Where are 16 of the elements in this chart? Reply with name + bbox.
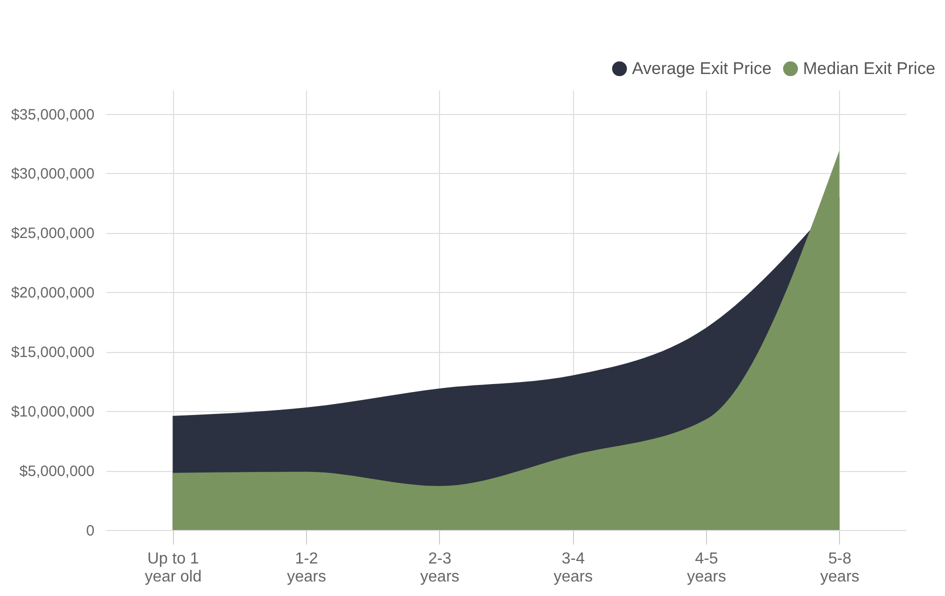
x-tick-label: 1-2 years [286,550,326,586]
y-tick-label: 0 [86,522,94,540]
legend-label: Average Exit Price [632,58,772,78]
y-tick-label: $20,000,000 [11,284,94,302]
y-tick-label: $15,000,000 [11,344,94,362]
y-tick-label: $5,000,000 [19,463,94,480]
x-tick-label: 3-4 years [554,550,593,586]
x-tick-label: 2-3 years [420,550,460,586]
x-tick-label: 5-8 years [820,550,860,586]
x-tick-label: 4-5 years [686,550,726,586]
x-tick-label: Up to 1 year old [144,550,202,586]
y-tick-label: $25,000,000 [11,225,94,242]
legend-label: Median Exit Price [803,58,936,78]
y-tick-label: $30,000,000 [11,166,94,183]
y-tick-label: $35,000,000 [11,106,94,124]
y-tick-label: $10,000,000 [11,404,94,421]
